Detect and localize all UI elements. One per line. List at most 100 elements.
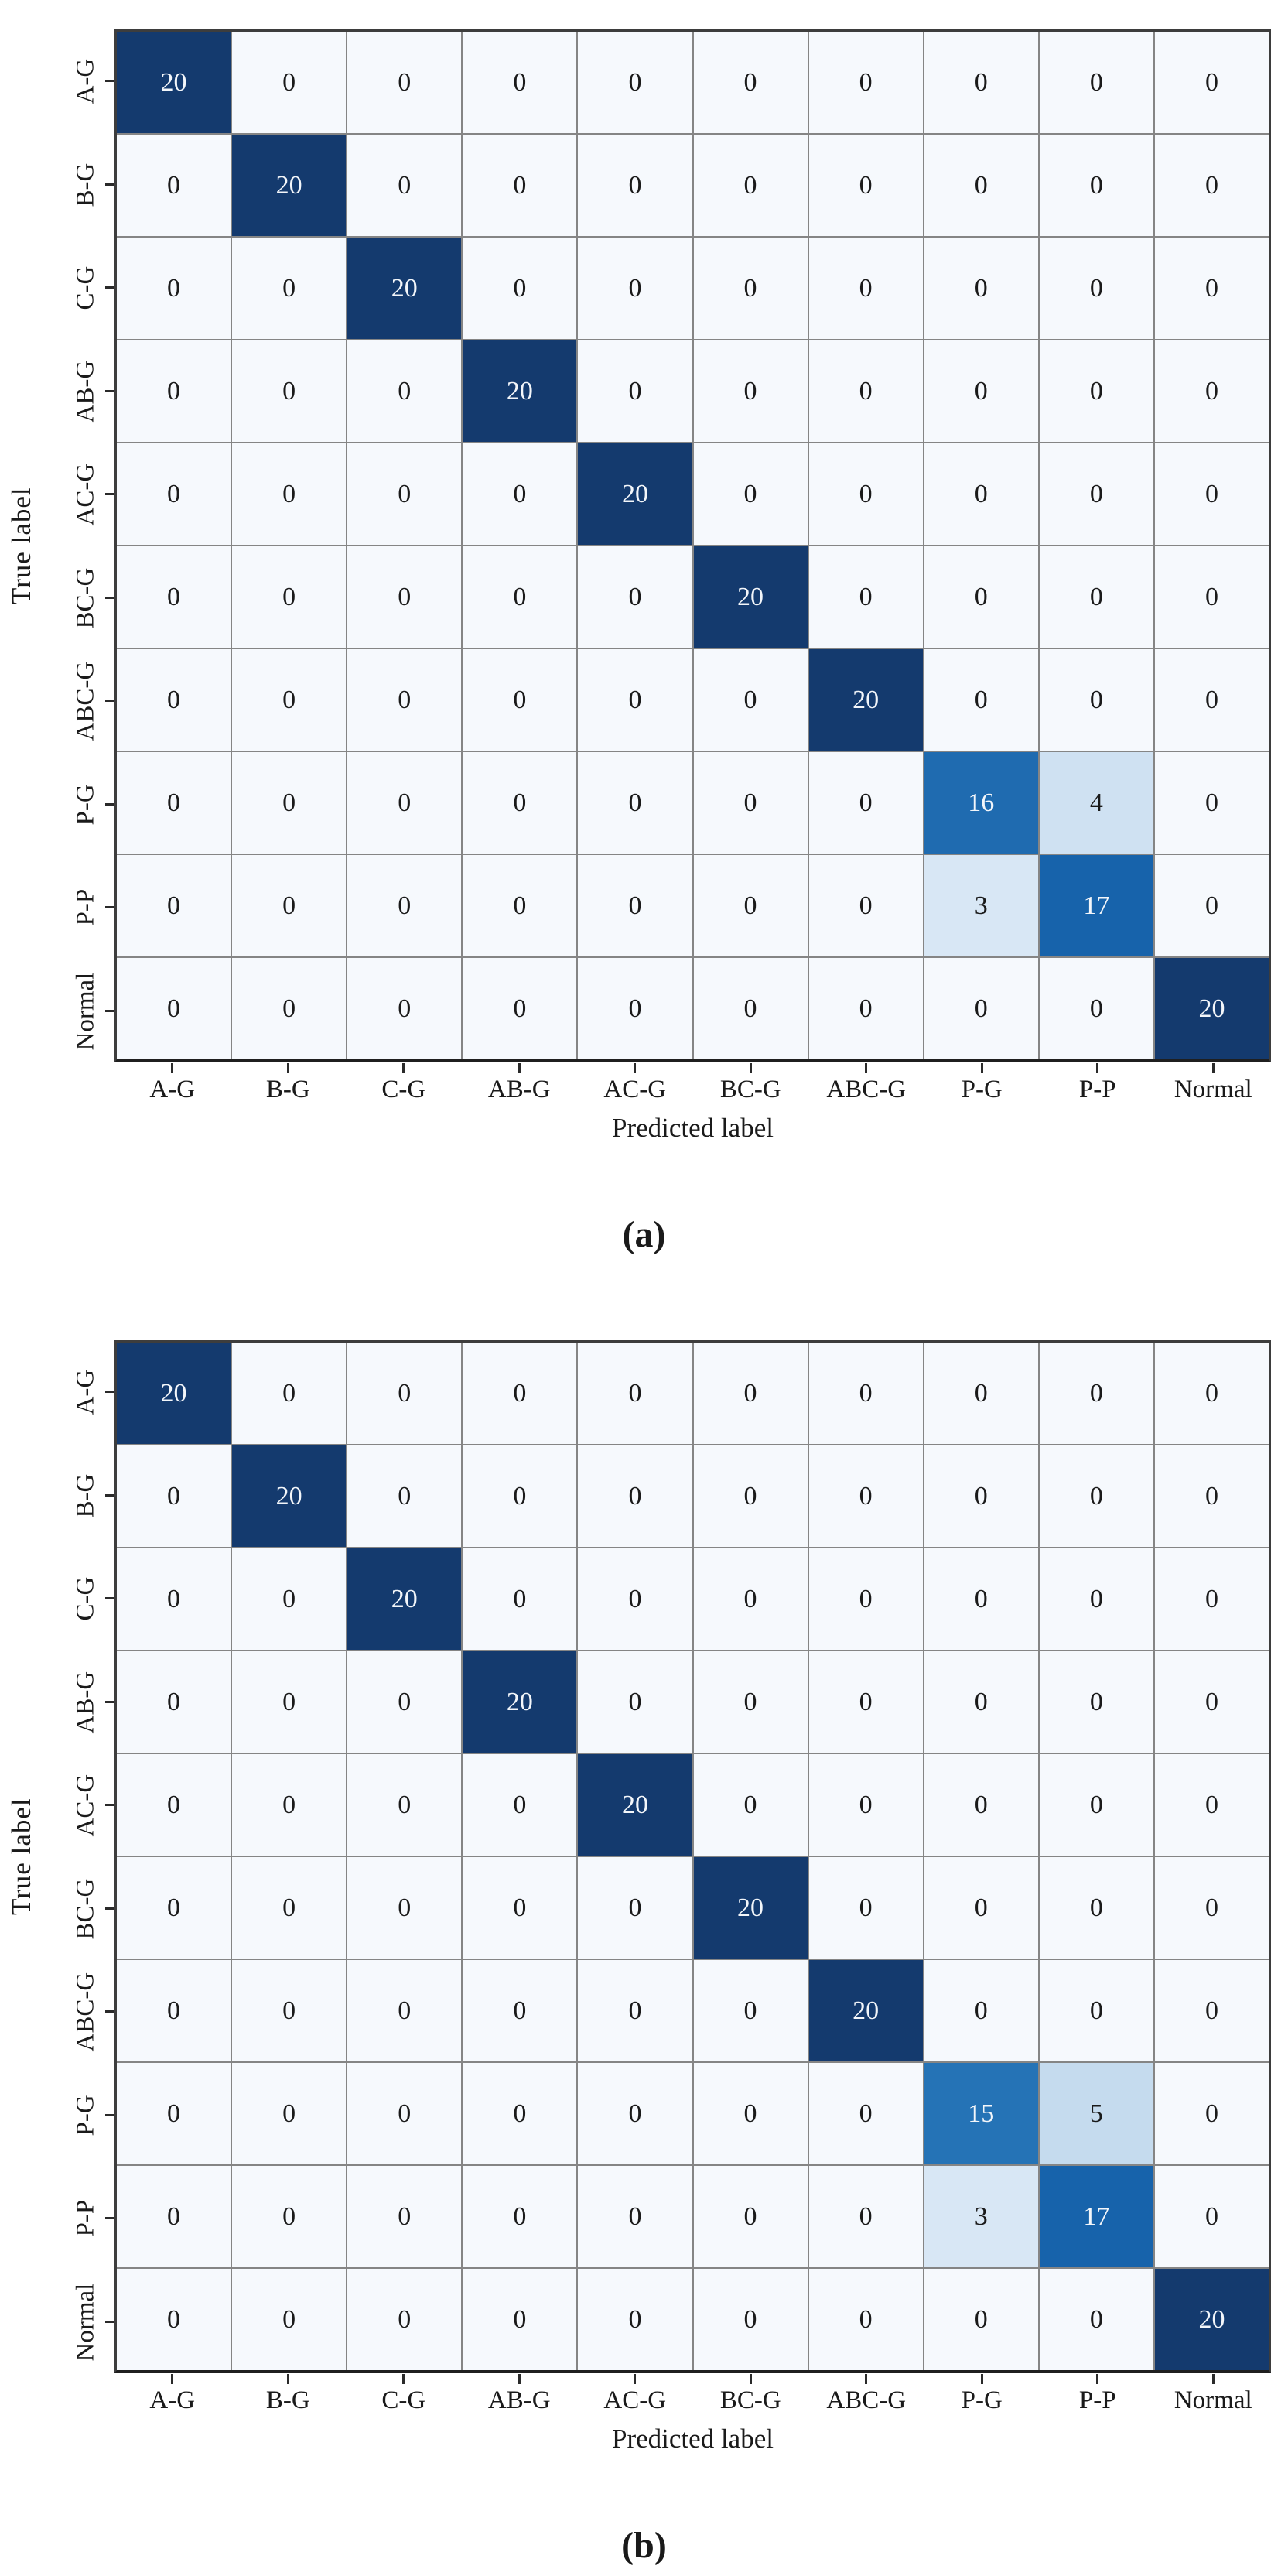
y-tick-mark xyxy=(105,80,114,83)
matrix-cell: 0 xyxy=(808,340,923,442)
matrix-cell: 0 xyxy=(808,1857,923,1959)
matrix-cell: 0 xyxy=(232,1960,347,2061)
y-tick-label: B-G xyxy=(71,1473,100,1517)
matrix-cell: 20 xyxy=(578,443,692,545)
x-tick-label: A-G xyxy=(149,2386,196,2414)
matrix-cell: 15 xyxy=(924,2063,1038,2164)
matrix-grid: 20 0 0 0 0 0 0 0 0 0 0 20 0 0 0 0 0 0 0 0 0 0 20 0 0 0 0 0 0 0 0 0 0 20 0 0… xyxy=(114,1340,1271,2373)
matrix-cell: 0 xyxy=(808,546,923,648)
matrix-cell: 0 xyxy=(808,32,923,133)
y-axis-title: True label xyxy=(6,1798,36,1916)
matrix-cell: 0 xyxy=(347,649,462,751)
matrix-cell: 0 xyxy=(693,238,808,339)
matrix-cell: 0 xyxy=(347,1343,462,1444)
matrix-cell: 0 xyxy=(1154,649,1269,751)
x-tick-label: C-G xyxy=(381,1076,426,1103)
matrix-cell: 20 xyxy=(117,32,231,133)
matrix-cell: 0 xyxy=(232,546,347,648)
matrix-cell: 0 xyxy=(924,238,1038,339)
matrix-cell: 0 xyxy=(463,2269,577,2370)
matrix-cell: 0 xyxy=(924,1548,1038,1650)
matrix-cell: 0 xyxy=(1154,340,1269,442)
y-tick-mark xyxy=(105,906,114,909)
matrix-cell: 0 xyxy=(693,340,808,442)
x-tick-label: AB-G xyxy=(487,1076,551,1103)
matrix-cell: 0 xyxy=(232,340,347,442)
x-tick-mark xyxy=(518,2374,521,2384)
matrix-cell: 0 xyxy=(1039,1857,1153,1959)
matrix-cell: 0 xyxy=(924,649,1038,751)
x-axis-title: Predicted label xyxy=(612,1113,774,1143)
y-tick-mark xyxy=(105,493,114,496)
matrix-cell: 0 xyxy=(463,443,577,545)
y-axis-ticks xyxy=(105,1340,114,2373)
matrix-cell: 0 xyxy=(808,135,923,236)
matrix-cell: 0 xyxy=(347,2063,462,2164)
x-tick-label: Normal xyxy=(1174,2386,1252,2414)
matrix-cell: 20 xyxy=(232,1445,347,1547)
matrix-cell: 20 xyxy=(1154,958,1269,1059)
x-tick-label: AC-G xyxy=(603,2386,667,2414)
matrix-cell: 0 xyxy=(117,2166,231,2267)
matrix-cell: 20 xyxy=(117,1343,231,1444)
x-tick-mark xyxy=(749,1063,752,1073)
matrix-cell: 0 xyxy=(1039,443,1153,545)
matrix-cell: 0 xyxy=(924,443,1038,545)
matrix-cell: 0 xyxy=(232,443,347,545)
matrix-cell: 0 xyxy=(463,1754,577,1856)
matrix-cell: 0 xyxy=(808,752,923,854)
y-tick-label: Normal xyxy=(71,971,100,1050)
x-tick-label: BC-G xyxy=(719,1076,781,1103)
matrix-cell: 0 xyxy=(463,649,577,751)
matrix-cell: 0 xyxy=(232,1754,347,1856)
matrix-cell: 0 xyxy=(1039,340,1153,442)
matrix-cell: 0 xyxy=(578,32,692,133)
x-tick-label: P-P xyxy=(1078,1076,1116,1103)
matrix-cell: 0 xyxy=(808,1548,923,1650)
x-tick-label: A-G xyxy=(149,1076,196,1103)
x-axis-ticks xyxy=(114,2374,1271,2384)
y-tick-mark xyxy=(105,389,114,392)
y-tick-mark xyxy=(105,700,114,703)
y-tick-label: AC-G xyxy=(71,463,100,526)
y-tick-label: C-G xyxy=(71,265,100,310)
matrix-cell: 0 xyxy=(808,958,923,1059)
matrix-cell: 0 xyxy=(117,546,231,648)
matrix-cell: 0 xyxy=(1039,958,1153,1059)
matrix-cell: 0 xyxy=(117,135,231,236)
x-tick-mark xyxy=(980,1063,983,1073)
matrix-cell: 4 xyxy=(1039,752,1153,854)
matrix-cell: 16 xyxy=(924,752,1038,854)
matrix-cell: 0 xyxy=(1154,443,1269,545)
matrix-cell: 0 xyxy=(347,340,462,442)
matrix-cell: 0 xyxy=(578,1445,692,1547)
matrix-cell: 20 xyxy=(808,649,923,751)
matrix-cell: 0 xyxy=(578,546,692,648)
matrix-cell: 0 xyxy=(924,1754,1038,1856)
matrix-cell: 0 xyxy=(924,1343,1038,1444)
matrix-cell: 0 xyxy=(924,2269,1038,2370)
matrix-cell: 0 xyxy=(693,958,808,1059)
matrix-cell: 0 xyxy=(1154,1960,1269,2061)
matrix-cell: 0 xyxy=(693,135,808,236)
matrix-cell: 0 xyxy=(117,238,231,339)
y-tick-label: C-G xyxy=(71,1576,100,1621)
confusion-matrix-panel-b: True label A-G B-G C-G AB-G AC-G BC-G ABC-G P-G… xyxy=(0,1311,1288,2576)
matrix-cell: 0 xyxy=(232,2063,347,2164)
y-tick-label: B-G xyxy=(71,162,100,207)
x-tick-label: B-G xyxy=(265,1076,310,1103)
matrix-cell: 0 xyxy=(463,2063,577,2164)
matrix-cell: 0 xyxy=(117,1754,231,1856)
x-tick-mark xyxy=(402,2374,405,2384)
matrix-cell: 0 xyxy=(924,1960,1038,2061)
x-tick-labels: A-G B-G C-G AB-G AC-G BC-G ABC-G P-G P-P Normal xyxy=(114,2386,1271,2420)
y-tick-label: P-G xyxy=(71,783,100,825)
matrix-cell: 0 xyxy=(1039,1343,1153,1444)
matrix-cell: 0 xyxy=(924,546,1038,648)
matrix-cell: 0 xyxy=(693,2269,808,2370)
matrix-cell: 0 xyxy=(117,1651,231,1753)
matrix-cell: 0 xyxy=(347,752,462,854)
matrix-cell: 0 xyxy=(578,2063,692,2164)
matrix-cell: 0 xyxy=(578,238,692,339)
matrix-cell: 0 xyxy=(578,2269,692,2370)
